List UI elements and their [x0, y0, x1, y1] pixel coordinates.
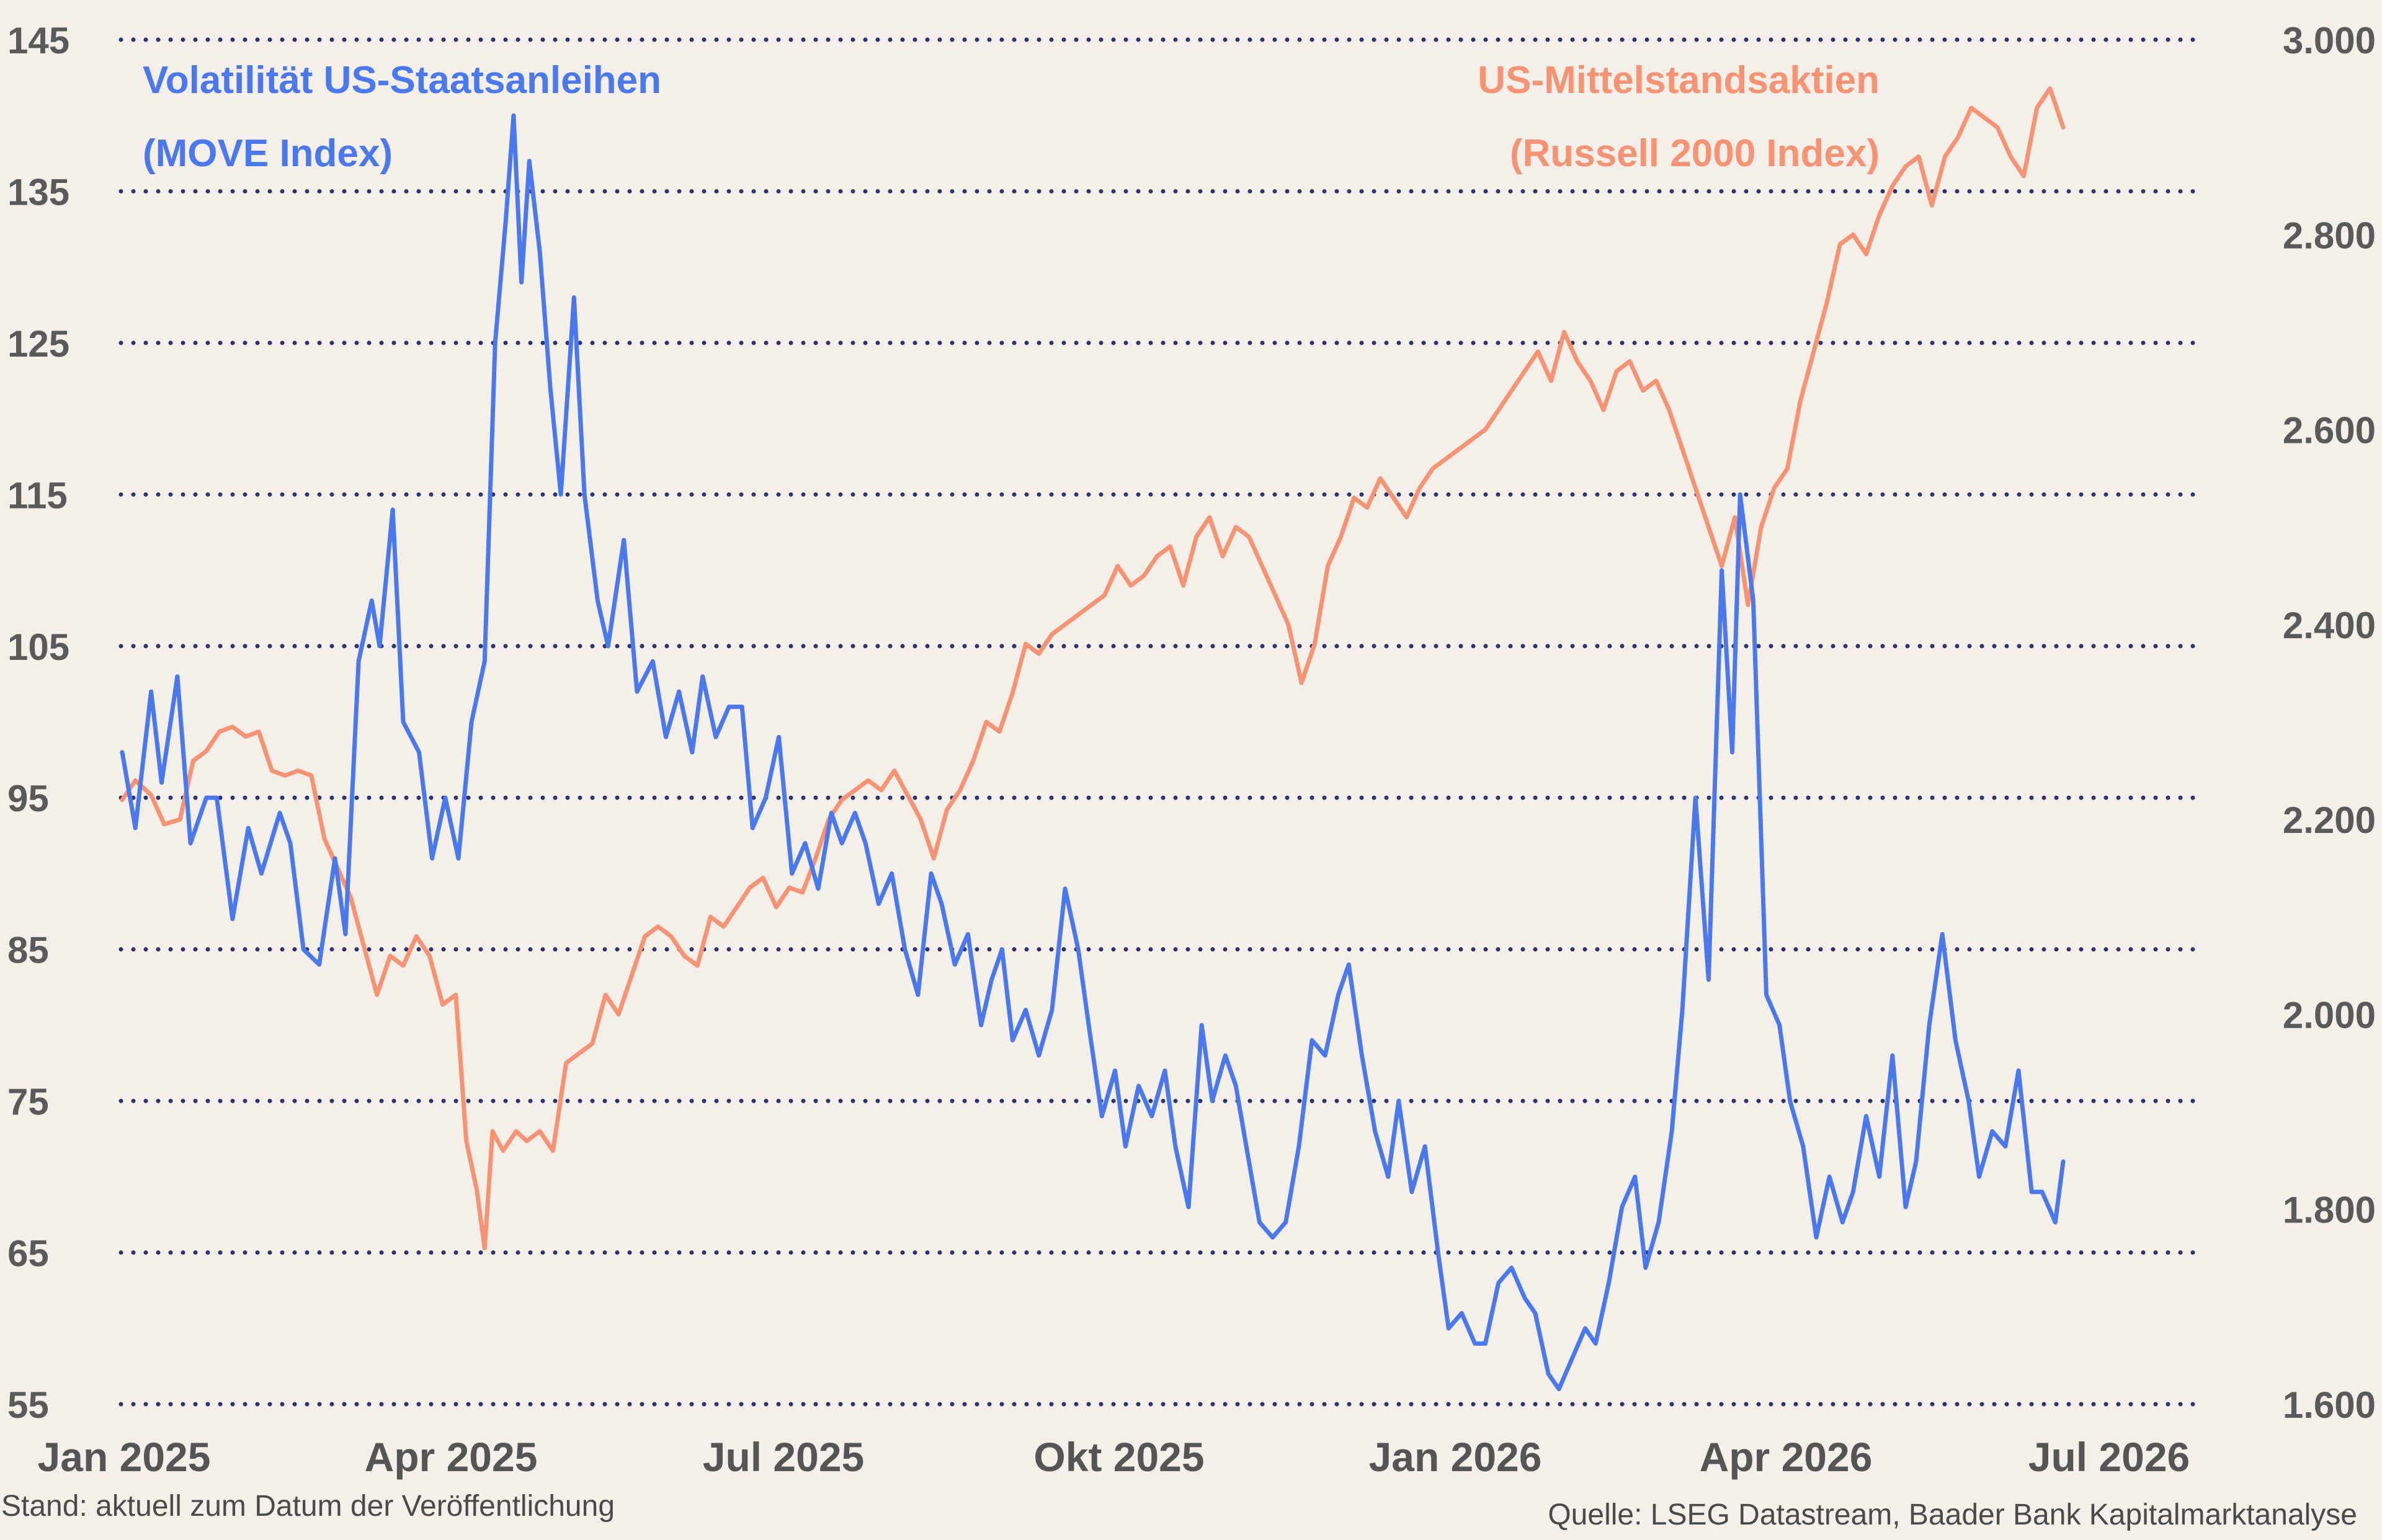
left-tick-label: 95: [7, 778, 49, 819]
left-tick-label: 105: [7, 626, 69, 668]
legend-russell-line1: US-Mittelstandsaktien: [1478, 59, 1880, 102]
legend-move-line1: Volatilität US-Staatsanleihen: [143, 59, 661, 102]
left-tick-label: 85: [7, 930, 49, 971]
left-tick-label: 145: [7, 20, 69, 61]
x-axis-ticks: Jan 2025 Apr 2025 Jul 2025 Okt 2025 Jan 2026…: [38, 1434, 2190, 1480]
left-tick-label: 65: [7, 1233, 49, 1275]
legend-russell-line2: (Russell 2000 Index): [1510, 132, 1880, 175]
x-tick-label: Jan 2026: [1369, 1434, 1542, 1480]
left-tick-label: 115: [7, 474, 68, 516]
left-tick-label: 135: [7, 171, 69, 213]
right-tick-label: 2.200: [2283, 799, 2376, 841]
right-tick-label: 2.000: [2283, 994, 2376, 1036]
gridlines: [118, 37, 2205, 1407]
series-move-line: [120, 113, 2066, 1392]
x-tick-label: Apr 2025: [365, 1434, 538, 1480]
x-tick-label: Apr 2026: [1700, 1434, 1873, 1480]
footer-date-note: Stand: aktuell zum Datum der Veröffentli…: [1, 1490, 615, 1523]
right-tick-label: 1.600: [2283, 1384, 2376, 1426]
left-tick-label: 55: [7, 1384, 49, 1426]
right-tick-label: 1.800: [2283, 1190, 2376, 1231]
right-tick-label: 3.000: [2283, 20, 2376, 61]
footer-source: Quelle: LSEG Datastream, Baader Bank Kap…: [1548, 1498, 2357, 1531]
x-tick-label: Jan 2025: [38, 1434, 211, 1480]
x-tick-label: Jul 2025: [703, 1434, 865, 1480]
right-tick-label: 2.600: [2283, 410, 2376, 452]
left-tick-label: 125: [7, 323, 69, 365]
series-layer: [120, 86, 2066, 1392]
series-russell-line: [120, 86, 2066, 1251]
legend: Volatilität US-Staatsanleihen (MOVE Inde…: [143, 59, 1880, 175]
x-tick-label: Jul 2026: [2028, 1434, 2190, 1480]
right-tick-label: 2.800: [2283, 215, 2376, 256]
legend-move-line2: (MOVE Index): [143, 132, 393, 175]
left-y-axis-ticks: 55 65 75 85 95 105 115 125 135 145: [7, 20, 69, 1426]
x-tick-label: Okt 2025: [1033, 1434, 1204, 1480]
left-tick-label: 75: [7, 1081, 49, 1123]
right-tick-label: 2.400: [2283, 605, 2376, 646]
right-y-axis-ticks: 1.600 1.800 2.000 2.200 2.400 2.600 2.800 3.000: [2283, 20, 2376, 1426]
